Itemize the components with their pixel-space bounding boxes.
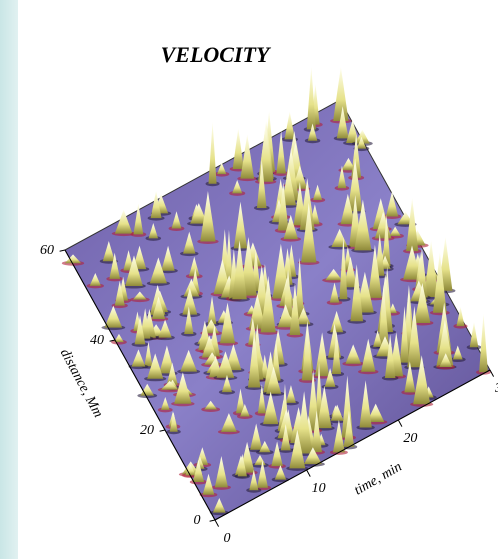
page: VELOCITY distance, Mm time, min 0 20 40 60 0… [0,0,498,559]
time-tick-label: 20 [403,431,417,446]
peak [479,314,488,373]
distance-tick-label: 20 [140,423,154,438]
peak [233,129,244,169]
distance-tick-label: 0 [194,513,201,528]
time-axis-label: time, min [352,459,405,498]
distance-tick-label: 60 [40,243,54,258]
tick-mark [490,370,494,377]
surface-plot: VELOCITY distance, Mm time, min 0 20 40 60 0… [0,0,498,559]
peak [333,67,348,121]
tick-mark [307,470,311,477]
time-tick-label: 0 [224,531,231,546]
peak [209,122,217,184]
tick-mark [160,430,165,431]
tick-mark [398,420,402,427]
tick-mark [210,520,215,521]
time-tick-label: 10 [312,481,326,496]
tick-mark [215,520,219,527]
tick-mark [60,250,65,251]
time-tick-label: 30 [494,381,498,396]
distance-tick-label: 40 [90,333,104,348]
peak [470,322,479,347]
distance-axis-label: distance, Mm [57,347,106,421]
title: VELOCITY [161,42,272,67]
